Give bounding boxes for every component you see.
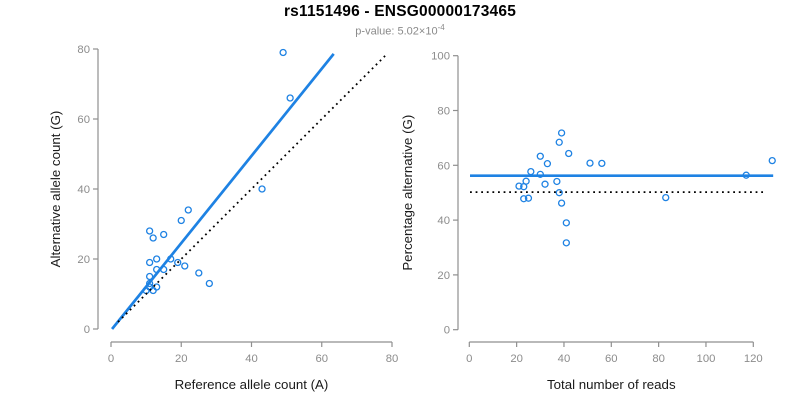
x-tick-label: 60 [605, 353, 618, 365]
data-point [174, 258, 182, 267]
x-tick-label: 80 [386, 353, 399, 365]
data-point [177, 216, 185, 225]
data-point [286, 94, 294, 102]
p-value-text: p-value: 5.02×10 [355, 25, 438, 38]
data-point [149, 234, 157, 242]
data-point [205, 279, 214, 288]
data-point [520, 195, 528, 203]
data-point [562, 239, 570, 247]
data-point [524, 194, 533, 202]
x-tick-label: 100 [697, 353, 716, 365]
x-tick-label: 0 [108, 353, 114, 365]
left-tick-labels: 0 20 40 60 80 0 20 40 60 80 [77, 44, 398, 365]
data-point [662, 193, 670, 202]
data-point [541, 180, 549, 188]
x-tick-label: 120 [744, 353, 763, 365]
data-point [258, 185, 266, 193]
data-point [279, 48, 287, 57]
left-axes [93, 48, 393, 347]
data-point [527, 167, 535, 176]
data-point [520, 183, 528, 191]
y-tick-label: 40 [437, 215, 450, 227]
regression-line [111, 53, 335, 330]
data-point [149, 286, 157, 295]
scatter-plots-svg: 0 20 40 60 80 0 20 40 60 80 Reference allele count… [48, 44, 776, 392]
plot-title: rs1151496 - ENSG00000173465 [283, 3, 517, 20]
y-tick-label: 100 [431, 51, 450, 63]
y-tick-label: 80 [437, 106, 450, 118]
y-tick-label: 20 [437, 270, 450, 282]
data-point [555, 189, 563, 197]
y-tick-label: 20 [77, 254, 90, 266]
right-axes [453, 55, 754, 347]
data-point [586, 159, 594, 167]
left-x-axis-title: Reference allele count (A) [175, 377, 329, 392]
right-x-axis-title: Total number of reads [547, 377, 676, 392]
data-point [536, 152, 544, 160]
right-axis-titles: Total number of reads Percentage alternat… [400, 115, 676, 392]
data-point [153, 283, 161, 291]
right-scatter-plot: 0 20 40 60 80 100 120 0 20 40 60 80 100 Total number … [400, 51, 776, 392]
y-tick-label: 40 [77, 184, 90, 196]
data-point [515, 182, 523, 190]
x-tick-label: 40 [558, 353, 571, 365]
data-point [153, 255, 161, 263]
right-y-axis-title: Percentage alternative (G) [400, 115, 415, 271]
data-point [565, 149, 573, 158]
identity-line [117, 54, 387, 323]
x-tick-label: 60 [315, 353, 328, 365]
left-data-points [142, 48, 294, 295]
right-data-points [515, 129, 776, 247]
x-tick-label: 20 [510, 353, 523, 365]
y-tick-label: 60 [77, 114, 90, 126]
left-y-axis-title: Alternative allele count (G) [48, 111, 63, 268]
data-point [184, 206, 192, 214]
x-tick-label: 80 [652, 353, 665, 365]
data-point [543, 160, 552, 168]
data-point [557, 129, 566, 137]
data-point [181, 262, 189, 270]
data-point [145, 258, 154, 267]
x-tick-label: 40 [245, 353, 258, 365]
data-point [160, 230, 168, 239]
x-tick-label: 20 [175, 353, 188, 365]
data-point [557, 199, 566, 207]
data-point [768, 156, 776, 165]
right-tick-labels: 0 20 40 60 80 100 120 0 20 40 60 80 100 [431, 51, 763, 365]
data-point [555, 138, 563, 146]
left-scatter-plot: 0 20 40 60 80 0 20 40 60 80 Reference allele count… [48, 44, 398, 392]
y-tick-label: 0 [84, 324, 90, 336]
plot-subtitle: p-value: 5.02×10-4 [0, 23, 800, 38]
data-point [536, 170, 544, 178]
y-tick-label: 80 [77, 44, 90, 56]
data-point [145, 227, 154, 235]
data-point [195, 269, 203, 277]
p-value-exponent: -4 [437, 23, 445, 32]
x-tick-label: 0 [466, 353, 472, 365]
y-tick-label: 60 [437, 160, 450, 172]
y-tick-label: 0 [444, 325, 450, 337]
data-point [598, 159, 606, 168]
data-point [553, 177, 561, 186]
data-point [562, 219, 570, 227]
left-axis-titles: Reference allele count (A) Alternative al… [48, 111, 328, 392]
